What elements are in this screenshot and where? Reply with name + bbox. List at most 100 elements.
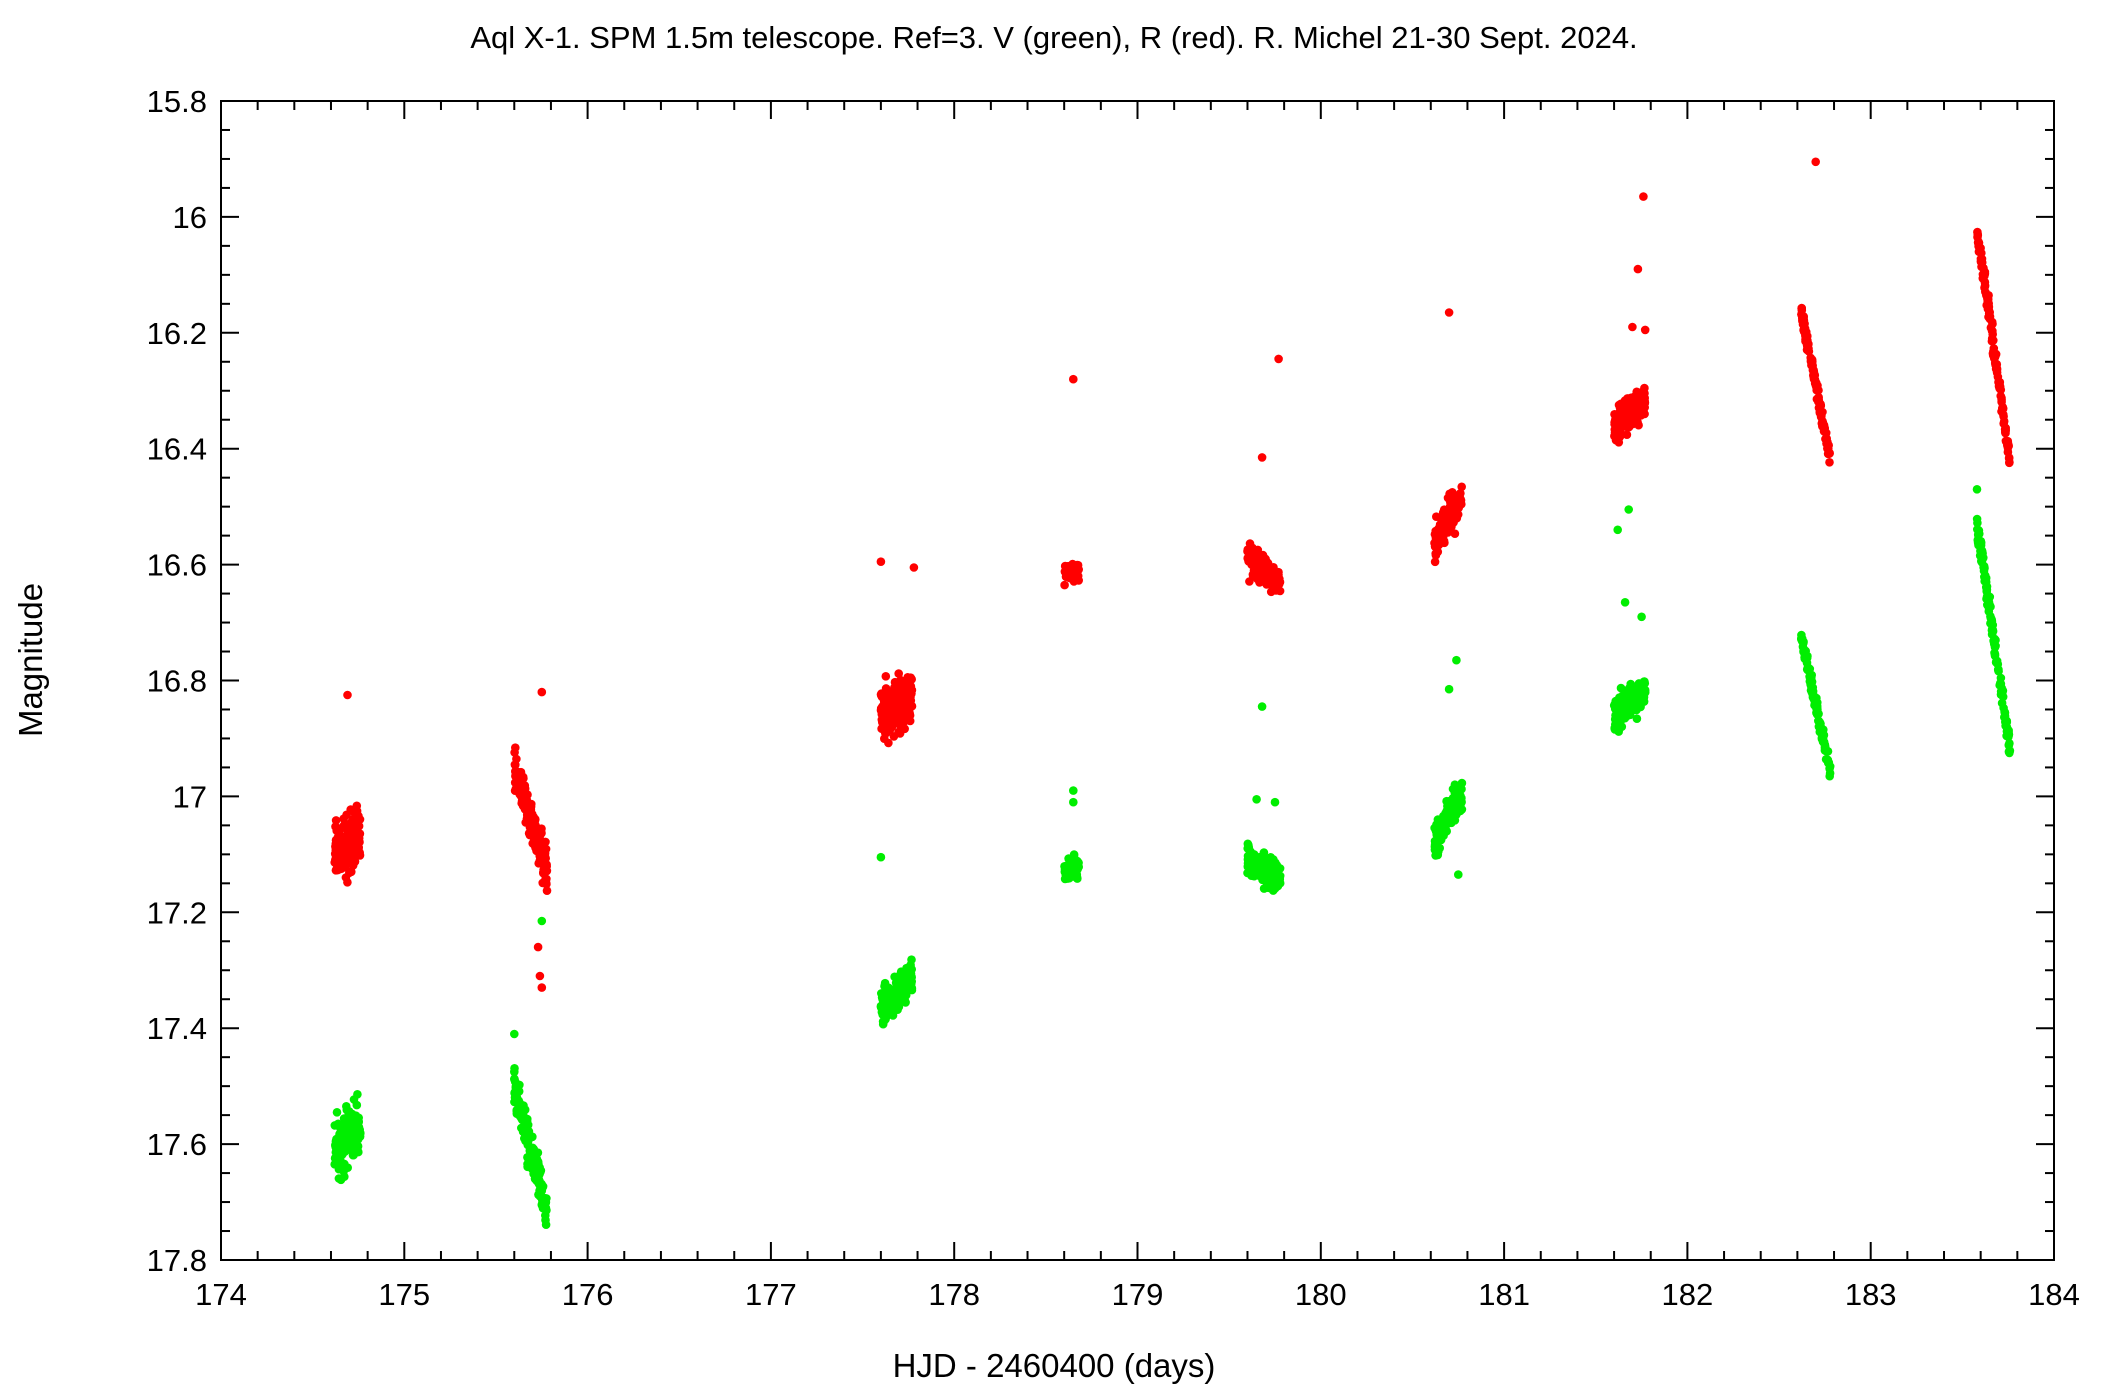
r-band-point	[1274, 354, 1283, 364]
v-band-point	[534, 1190, 543, 1200]
y-tick-label: 15.8	[147, 84, 207, 119]
v-band-point	[1996, 673, 2006, 683]
v-band-point	[2005, 746, 2015, 755]
v-band-point	[1975, 537, 1984, 547]
v-band-point	[1994, 666, 2003, 676]
v-band-point	[1800, 651, 1810, 661]
v-band-point	[347, 1124, 356, 1134]
v-band-point	[1448, 784, 1458, 794]
v-band-point	[1444, 684, 1454, 694]
y-tick-label: 16.6	[147, 548, 207, 583]
v-band-point	[1072, 870, 1082, 879]
v-band-point	[510, 1093, 520, 1102]
r-band-point	[881, 672, 891, 681]
y-tick-label: 16.8	[147, 664, 207, 699]
r-band-point	[1980, 283, 1989, 293]
v-band-point	[1616, 683, 1626, 693]
v-band-point	[1996, 690, 2006, 699]
r-band-point	[1986, 323, 1996, 333]
r-band-point	[1998, 402, 2007, 412]
v-band-point	[1803, 665, 1812, 675]
r-band-point	[334, 834, 343, 844]
v-band-point	[1613, 525, 1622, 535]
v-band-point	[1619, 708, 1629, 717]
r-band-point	[517, 785, 527, 795]
v-band-point	[518, 1114, 528, 1124]
v-band-point	[1972, 485, 1982, 494]
r-band-point	[1983, 297, 1992, 307]
v-band-point	[1984, 597, 1994, 607]
r-band-point	[1270, 574, 1280, 583]
v-band-point	[1445, 803, 1454, 812]
r-band-point	[1639, 394, 1648, 403]
r-band-point	[1639, 192, 1648, 201]
y-tick-label: 17.6	[147, 1127, 207, 1162]
r-band-point	[521, 818, 530, 827]
r-band-point	[1803, 336, 1812, 345]
v-band-point	[1618, 701, 1628, 711]
v-band-point	[893, 992, 902, 1001]
r-band-point	[537, 983, 547, 992]
r-band-point	[1628, 322, 1637, 332]
v-band-point	[1637, 612, 1646, 622]
v-band-point	[1989, 636, 1999, 646]
r-band-point	[1246, 545, 1256, 555]
v-band-point	[522, 1134, 532, 1144]
r-band-point	[518, 801, 528, 811]
y-tick-label: 17.4	[147, 1011, 207, 1046]
v-band-point	[1632, 705, 1641, 715]
r-band-point	[2004, 454, 2014, 463]
r-band-point	[333, 827, 343, 837]
v-band-point	[332, 1158, 342, 1168]
v-band-point	[907, 965, 916, 974]
r-band-point	[1976, 257, 1986, 266]
v-band-point	[1433, 850, 1443, 860]
r-band-point	[1823, 442, 1833, 452]
r-band-point	[890, 677, 900, 687]
v-band-point	[541, 1220, 551, 1229]
r-band-point	[1823, 449, 1833, 459]
r-band-point	[891, 698, 900, 707]
r-band-point	[901, 700, 911, 710]
r-band-point	[351, 817, 361, 827]
x-tick-label: 175	[378, 1277, 430, 1312]
r-band-point	[1992, 364, 2002, 374]
r-band-point	[1825, 458, 1834, 467]
r-band-point	[1989, 347, 1998, 356]
r-band-point	[331, 816, 341, 825]
v-band-point	[530, 1174, 540, 1184]
v-band-point	[354, 1113, 364, 1123]
v-band-point	[539, 1203, 548, 1213]
r-band-point	[535, 971, 545, 981]
v-band-point	[522, 1126, 532, 1135]
r-band-point	[350, 852, 360, 861]
v-band-point	[1243, 844, 1252, 853]
r-band-point	[1973, 230, 1983, 240]
v-band-point	[1993, 659, 2003, 669]
v-band-point	[1069, 850, 1079, 859]
r-band-point	[1977, 248, 1986, 258]
v-band-point	[1981, 573, 1991, 583]
v-band-point	[532, 1168, 541, 1177]
chart-title: Aql X-1. SPM 1.5m telescope. Ref=3. V (g…	[470, 20, 1637, 55]
r-band-point	[2002, 437, 2011, 447]
r-band-point	[877, 710, 887, 719]
r-band-point	[1811, 157, 1820, 167]
r-band-point	[339, 854, 349, 863]
x-tick-label: 181	[1478, 1277, 1530, 1312]
r-band-point	[342, 810, 351, 820]
r-band-point	[1452, 499, 1462, 509]
r-band-point	[1630, 399, 1639, 409]
r-band-point	[1814, 386, 1823, 395]
r-band-point	[1444, 519, 1453, 528]
r-band-point	[511, 760, 520, 770]
r-band-point	[1613, 414, 1623, 424]
r-band-point	[2001, 428, 2010, 438]
v-band-point	[335, 1149, 345, 1158]
v-band-point	[1259, 848, 1269, 857]
v-band-point	[349, 1095, 359, 1104]
r-band-point	[1995, 377, 2005, 387]
v-band-point	[338, 1135, 347, 1145]
v-band-point	[340, 1159, 349, 1169]
